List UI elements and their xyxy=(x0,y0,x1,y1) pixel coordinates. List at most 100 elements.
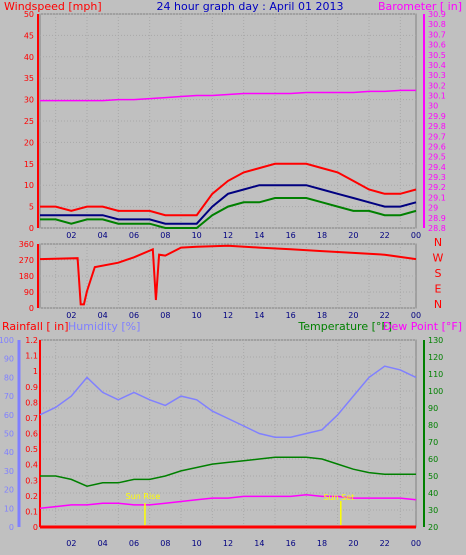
rainfall-y-tick: 0.4 xyxy=(25,461,38,470)
compass-label: N xyxy=(434,236,442,249)
direction-x-tick: 20 xyxy=(348,311,358,320)
gust-series-line xyxy=(40,162,417,217)
windspeed-y-tick: 30 xyxy=(24,96,34,105)
barometer-y-tick: 30.6 xyxy=(428,41,446,50)
temperature-y-tick: 90 xyxy=(428,404,438,413)
barometer-y-tick: 28.8 xyxy=(428,224,446,233)
direction-x-tick: 04 xyxy=(98,311,108,320)
wind-barometer-panel: 0510152025303540455028.828.92929.129.229… xyxy=(24,10,446,240)
windspeed-y-tick: 50 xyxy=(24,10,34,19)
humidity-y-tick: 30 xyxy=(4,467,14,476)
rainfall-y-tick: 1.2 xyxy=(25,336,38,345)
temp-x-tick: 02 xyxy=(66,539,76,548)
windspeed-y-tick: 25 xyxy=(24,117,34,126)
temperature-y-tick: 60 xyxy=(428,455,438,464)
temp-x-tick: 08 xyxy=(160,539,170,548)
temperature-y-tick: 40 xyxy=(428,489,438,498)
windspeed-y-tick: 5 xyxy=(29,203,34,212)
avg-series-line xyxy=(40,184,417,225)
temperature-axis-label: Temperature [°F] xyxy=(297,320,392,333)
min-series-line xyxy=(40,197,417,229)
direction-x-tick: 14 xyxy=(254,311,264,320)
rainfall-y-tick: 0.1 xyxy=(25,507,38,516)
temperature-y-tick: 130 xyxy=(428,336,443,345)
temperature-humidity-panel: 203040506070809010011012013000.10.20.30.… xyxy=(0,336,443,548)
rainfall-y-tick: 0 xyxy=(33,523,38,532)
compass-label: S xyxy=(435,267,442,280)
barometer-y-tick: 29.6 xyxy=(428,142,446,151)
direction-x-tick: 06 xyxy=(129,311,139,320)
humidity-y-tick: 70 xyxy=(4,392,14,401)
wind-x-tick: 02 xyxy=(66,231,76,240)
windspeed-y-tick: 10 xyxy=(24,181,34,190)
direction-x-tick: 10 xyxy=(192,311,202,320)
windspeed-y-tick: 0 xyxy=(29,224,34,233)
barometer-series-line xyxy=(40,89,416,102)
rainfall-y-tick: 0.5 xyxy=(25,445,38,454)
humidity-y-tick: 20 xyxy=(4,486,14,495)
barometer-y-tick: 30.3 xyxy=(428,71,446,80)
barometer-y-tick: 30.7 xyxy=(428,30,446,39)
humidity-series-line xyxy=(39,365,417,438)
rainfall-axis-label: Rainfall [ in] xyxy=(2,320,69,333)
rainfall-y-tick: 1.1 xyxy=(25,352,38,361)
humidity-y-tick: 80 xyxy=(4,373,14,382)
wind-x-tick: 08 xyxy=(160,231,170,240)
temp-x-tick: 20 xyxy=(348,539,358,548)
compass-label: W xyxy=(433,252,444,265)
barometer-y-tick: 29.8 xyxy=(428,122,446,131)
wind-x-tick: 18 xyxy=(317,231,327,240)
humidity-y-tick: 50 xyxy=(4,430,14,439)
barometer-y-tick: 29.4 xyxy=(428,163,446,172)
humidity-axis-label: Humidity [%] xyxy=(68,320,140,333)
direction-y-tick: 360 xyxy=(19,240,34,249)
barometer-y-tick: 28.9 xyxy=(428,214,446,223)
direction-x-tick: 08 xyxy=(160,311,170,320)
wind-x-tick: 04 xyxy=(98,231,108,240)
rainfall-y-tick: 0.2 xyxy=(25,492,38,501)
rainfall-y-tick: 1 xyxy=(33,367,38,376)
barometer-y-tick: 29.1 xyxy=(428,193,446,202)
barometer-y-tick: 30.1 xyxy=(428,92,446,101)
temp-x-tick: 14 xyxy=(254,539,264,548)
windspeed-y-tick: 40 xyxy=(24,53,34,62)
wind-x-tick: 16 xyxy=(286,231,296,240)
rainfall-y-tick: 0.3 xyxy=(25,476,38,485)
barometer-y-tick: 29.3 xyxy=(428,173,446,182)
temperature-y-tick: 50 xyxy=(428,472,438,481)
rainfall-y-tick: 0.6 xyxy=(25,430,38,439)
wind-x-tick: 20 xyxy=(348,231,358,240)
windspeed-y-tick: 35 xyxy=(24,74,34,83)
direction-x-tick: 00 xyxy=(411,311,421,320)
temp-x-tick: 22 xyxy=(380,539,390,548)
barometer-y-tick: 29.7 xyxy=(428,132,446,141)
wind-x-tick: 14 xyxy=(254,231,264,240)
windspeed-y-tick: 45 xyxy=(24,31,34,40)
barometer-y-tick: 30.2 xyxy=(428,81,446,90)
barometer-y-tick: 29.2 xyxy=(428,183,446,192)
temp-x-tick: 16 xyxy=(286,539,296,548)
temp-x-tick: 10 xyxy=(192,539,202,548)
temp-x-tick: 12 xyxy=(223,539,233,548)
temperature-y-tick: 20 xyxy=(428,523,438,532)
direction-y-tick: 180 xyxy=(19,272,34,281)
chart-title: 24 hour graph day : April 01 2013 xyxy=(157,0,344,13)
windspeed-y-tick: 15 xyxy=(24,160,34,169)
temperature-y-tick: 30 xyxy=(428,506,438,515)
temperature-y-tick: 110 xyxy=(428,370,443,379)
temp-x-tick: 18 xyxy=(317,539,327,548)
sunset-label: Sun Set xyxy=(323,493,354,502)
temp-x-tick: 06 xyxy=(129,539,139,548)
temp-plot-area xyxy=(39,339,417,528)
dewpoint-axis-label: Dew Point [°F] xyxy=(383,320,462,333)
wind-direction-series-line xyxy=(39,244,417,306)
temperature-series-line xyxy=(40,456,416,487)
direction-y-tick: 90 xyxy=(24,288,34,297)
direction-y-tick: 270 xyxy=(19,256,34,265)
temperature-y-tick: 80 xyxy=(428,421,438,430)
temp-x-tick: 04 xyxy=(98,539,108,548)
dewpoint-series-line xyxy=(39,493,417,510)
rainfall-y-tick: 0.8 xyxy=(25,398,38,407)
